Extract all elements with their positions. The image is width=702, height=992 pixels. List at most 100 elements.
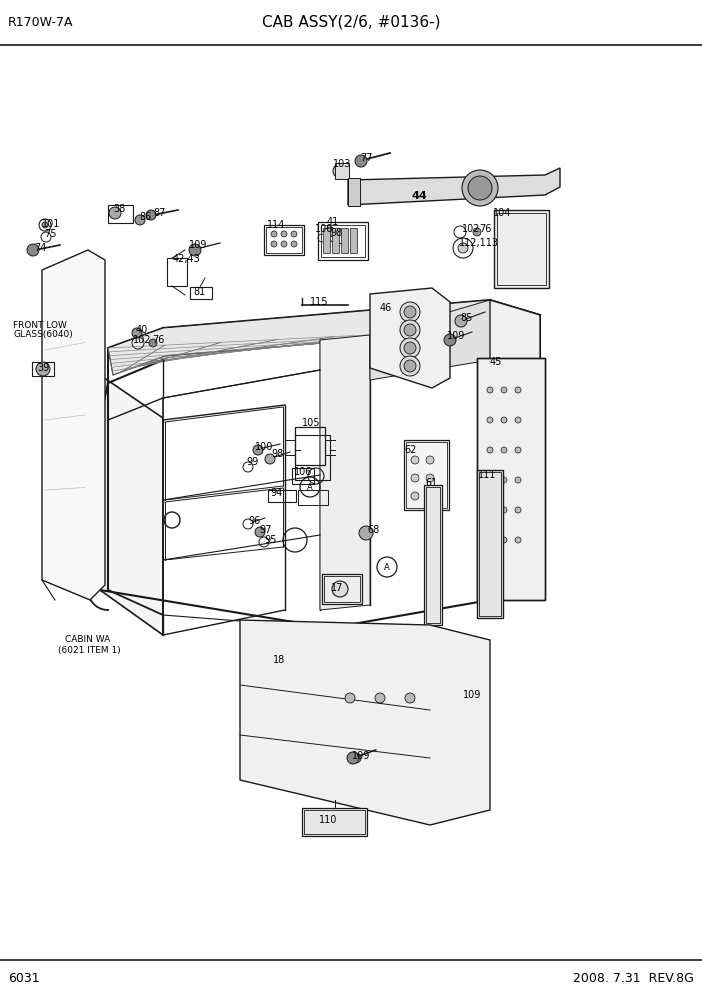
Text: 76: 76 — [479, 224, 491, 234]
Text: GLASS(6040): GLASS(6040) — [13, 330, 73, 339]
Text: CAB ASSY(2/6, #0136-): CAB ASSY(2/6, #0136-) — [262, 15, 440, 30]
Circle shape — [400, 356, 420, 376]
Text: 68: 68 — [367, 525, 379, 535]
Circle shape — [501, 477, 507, 483]
Bar — [341, 228, 348, 253]
Circle shape — [411, 456, 419, 464]
Bar — [477, 358, 545, 600]
Text: 98: 98 — [271, 449, 283, 459]
Circle shape — [271, 231, 277, 237]
Circle shape — [487, 537, 493, 543]
Circle shape — [355, 155, 367, 167]
Circle shape — [426, 492, 434, 500]
Bar — [494, 210, 549, 288]
Polygon shape — [370, 288, 450, 388]
Bar — [323, 228, 330, 253]
Circle shape — [109, 207, 121, 219]
Circle shape — [291, 241, 297, 247]
Circle shape — [426, 474, 434, 482]
Text: 100: 100 — [315, 224, 333, 234]
Text: 112,113: 112,113 — [459, 238, 499, 248]
Circle shape — [345, 693, 355, 703]
Circle shape — [487, 507, 493, 513]
Polygon shape — [100, 375, 163, 635]
Bar — [292, 468, 314, 484]
Circle shape — [515, 477, 521, 483]
Bar — [335, 163, 349, 179]
Circle shape — [458, 243, 468, 253]
Circle shape — [501, 447, 507, 453]
Bar — [477, 470, 503, 618]
Circle shape — [468, 176, 492, 200]
Text: 86: 86 — [139, 212, 151, 222]
Text: 46: 46 — [380, 303, 392, 313]
Bar — [264, 225, 304, 255]
Bar — [324, 576, 360, 602]
Text: 38: 38 — [113, 204, 125, 214]
Circle shape — [132, 328, 142, 338]
Circle shape — [487, 387, 493, 393]
Text: 45: 45 — [490, 357, 503, 367]
Circle shape — [487, 447, 493, 453]
Bar — [479, 472, 501, 616]
Circle shape — [265, 454, 275, 464]
Bar — [424, 485, 442, 625]
Circle shape — [501, 387, 507, 393]
Circle shape — [405, 693, 415, 703]
Circle shape — [325, 227, 335, 237]
Circle shape — [135, 215, 145, 225]
Text: 109: 109 — [463, 690, 482, 700]
Text: 111: 111 — [478, 470, 496, 480]
Circle shape — [456, 693, 470, 707]
Circle shape — [332, 581, 348, 597]
Circle shape — [281, 241, 287, 247]
Text: 76: 76 — [152, 335, 164, 345]
Circle shape — [253, 445, 263, 455]
Text: 77: 77 — [360, 153, 373, 163]
Text: 17: 17 — [331, 583, 343, 593]
Text: 75: 75 — [44, 229, 56, 239]
Text: 106: 106 — [294, 467, 312, 477]
Circle shape — [333, 164, 347, 178]
Text: 105: 105 — [302, 418, 321, 428]
Text: 102: 102 — [133, 335, 152, 345]
Circle shape — [501, 507, 507, 513]
Circle shape — [291, 231, 297, 237]
Text: 104: 104 — [493, 208, 511, 218]
Bar — [190, 287, 212, 299]
Circle shape — [347, 752, 359, 764]
Bar — [426, 487, 440, 623]
Bar — [304, 810, 365, 834]
Bar — [321, 225, 365, 257]
Circle shape — [27, 244, 39, 256]
Circle shape — [146, 210, 156, 220]
Bar — [268, 490, 296, 502]
Text: (6021 ITEM 1): (6021 ITEM 1) — [58, 646, 121, 655]
Bar — [318, 222, 368, 260]
Bar — [322, 574, 362, 604]
Bar — [350, 228, 357, 253]
Circle shape — [487, 477, 493, 483]
Text: 39: 39 — [37, 363, 49, 373]
Text: 42,43: 42,43 — [173, 254, 201, 264]
Text: 97: 97 — [259, 525, 272, 535]
Bar — [497, 213, 546, 285]
Text: FRONT LOW: FRONT LOW — [13, 320, 67, 329]
Text: 44: 44 — [411, 191, 427, 201]
Circle shape — [400, 320, 420, 340]
Circle shape — [351, 753, 361, 763]
Bar — [404, 440, 449, 510]
Bar — [108, 205, 133, 223]
Text: 102: 102 — [462, 224, 480, 234]
Text: R170W-7A: R170W-7A — [8, 16, 74, 29]
Circle shape — [271, 241, 277, 247]
Circle shape — [444, 334, 456, 346]
Circle shape — [487, 417, 493, 423]
Text: A: A — [307, 482, 313, 491]
Text: CABIN WA: CABIN WA — [65, 636, 110, 645]
Circle shape — [455, 315, 467, 327]
Text: 18: 18 — [273, 655, 285, 665]
Polygon shape — [108, 300, 540, 375]
Text: 109: 109 — [447, 331, 465, 341]
Bar — [406, 442, 447, 508]
